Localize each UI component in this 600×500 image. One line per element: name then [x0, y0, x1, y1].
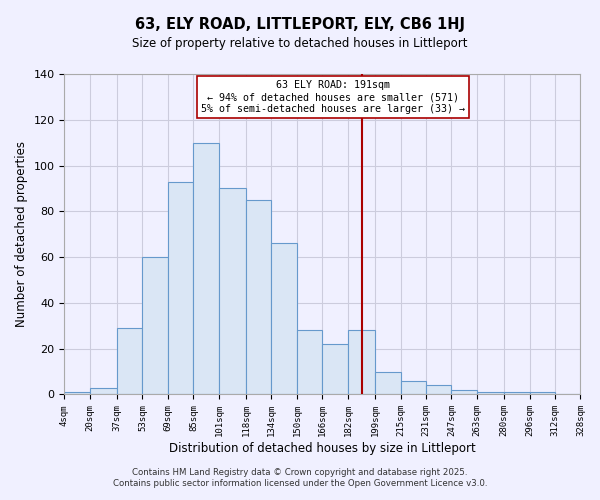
Bar [219, 188, 246, 394]
Bar [530, 392, 555, 394]
Bar [193, 142, 219, 394]
Bar [477, 392, 504, 394]
Bar [64, 392, 90, 394]
Y-axis label: Number of detached properties: Number of detached properties [15, 141, 28, 327]
Bar [297, 330, 322, 394]
Bar [168, 182, 193, 394]
Text: Size of property relative to detached houses in Littleport: Size of property relative to detached ho… [132, 38, 468, 51]
Text: 63 ELY ROAD: 191sqm
← 94% of detached houses are smaller (571)
5% of semi-detach: 63 ELY ROAD: 191sqm ← 94% of detached ho… [201, 80, 465, 114]
Bar [142, 257, 168, 394]
Bar [348, 330, 375, 394]
Text: 63, ELY ROAD, LITTLEPORT, ELY, CB6 1HJ: 63, ELY ROAD, LITTLEPORT, ELY, CB6 1HJ [135, 18, 465, 32]
X-axis label: Distribution of detached houses by size in Littleport: Distribution of detached houses by size … [169, 442, 476, 455]
Text: Contains HM Land Registry data © Crown copyright and database right 2025.
Contai: Contains HM Land Registry data © Crown c… [113, 468, 487, 487]
Bar [426, 386, 451, 394]
Bar [375, 372, 401, 394]
Bar [322, 344, 348, 395]
Bar [117, 328, 142, 394]
Bar [504, 392, 530, 394]
Bar [401, 380, 426, 394]
Bar [246, 200, 271, 394]
Bar [271, 244, 297, 394]
Bar [451, 390, 477, 394]
Bar [90, 388, 117, 394]
